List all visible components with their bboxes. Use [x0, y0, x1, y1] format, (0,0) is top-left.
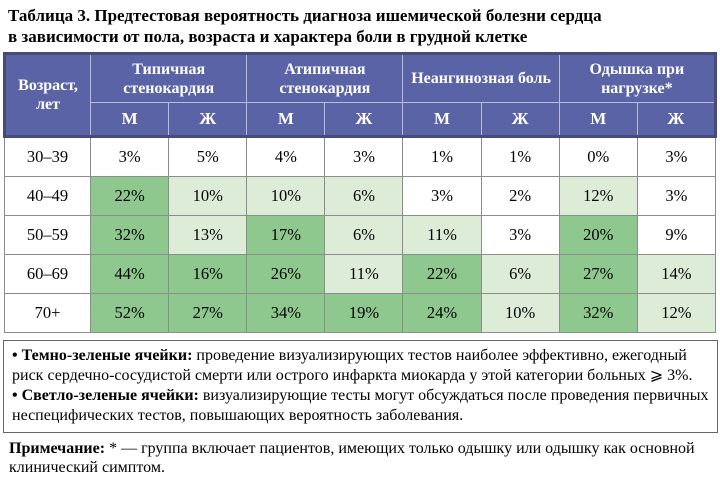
ptp-cell: 22% — [402, 254, 482, 294]
table-row: 70+ 52% 27% 34% 19% 24% 10% 32% 12% — [3, 293, 717, 333]
ptp-cell: 3% — [480, 215, 560, 255]
age-cell: 60–69 — [3, 254, 92, 294]
ptp-cell: 12% — [636, 293, 717, 333]
ptp-cell: 27% — [558, 254, 638, 294]
ptp-cell: 3% — [636, 136, 717, 177]
ptp-cell: 1% — [402, 136, 482, 177]
ptp-cell: 52% — [90, 293, 170, 333]
ptp-cell: 14% — [636, 254, 717, 294]
ptp-cell: 6% — [324, 176, 404, 216]
ptp-cell: 16% — [168, 254, 248, 294]
ptp-cell: 3% — [90, 136, 170, 177]
note-term: Примечание: — [9, 440, 106, 457]
ptp-cell: 17% — [246, 215, 326, 255]
legend-item-light-green: • Светло-зеленые ячейки: визуализирующие… — [12, 386, 709, 426]
ptp-cell: 19% — [324, 293, 404, 333]
table-row: 30–39 3% 5% 4% 3% 1% 1% 0% 3% — [3, 136, 717, 177]
ptp-cell: 1% — [480, 136, 560, 177]
ptp-cell: 10% — [480, 293, 560, 333]
sex-header-f: Ж — [168, 102, 248, 137]
ptp-cell: 44% — [90, 254, 170, 294]
age-cell: 40–49 — [3, 176, 92, 216]
table-row: 40–49 22% 10% 10% 6% 3% 2% 12% 3% — [3, 176, 717, 216]
legend-box: • Темно-зеленые ячейки: проведение визуа… — [3, 340, 718, 433]
col-header-age: Возраст, лет — [3, 53, 92, 137]
group-header-atypical-angina: Атипичная стенокардия — [246, 53, 404, 103]
sex-header-f: Ж — [636, 102, 717, 137]
ptp-cell: 12% — [558, 176, 638, 216]
page-title: Таблица 3. Предтестовая вероятность диаг… — [3, 0, 717, 47]
sex-header-m: М — [402, 102, 482, 137]
title-line-2: в зависимости от пола, возраста и характ… — [8, 27, 528, 46]
age-cell: 70+ — [3, 293, 92, 333]
ptp-cell: 34% — [246, 293, 326, 333]
ptp-cell: 26% — [246, 254, 326, 294]
age-cell: 50–59 — [3, 215, 92, 255]
ptp-cell: 11% — [402, 215, 482, 255]
ptp-cell: 24% — [402, 293, 482, 333]
legend-term: Темно-зеленые ячейки: — [21, 347, 193, 364]
group-header-nonanginal-pain: Неангинозная боль — [402, 53, 560, 103]
table-row: 50–59 32% 13% 17% 6% 11% 3% 20% 9% — [3, 215, 717, 255]
bullet-icon: • — [12, 347, 18, 364]
age-cell: 30–39 — [3, 136, 92, 177]
ptp-cell: 3% — [636, 176, 717, 216]
ptp-cell: 10% — [168, 176, 248, 216]
legend-item-dark-green: • Темно-зеленые ячейки: проведение визуа… — [12, 346, 709, 386]
ptp-cell: 3% — [402, 176, 482, 216]
ptp-cell: 0% — [558, 136, 638, 177]
ptp-cell: 10% — [246, 176, 326, 216]
bullet-icon: • — [12, 387, 18, 404]
legend-term: Светло-зеленые ячейки: — [21, 387, 199, 404]
sex-header-m: М — [90, 102, 170, 137]
sex-header-f: Ж — [480, 102, 560, 137]
ptp-cell: 32% — [558, 293, 638, 333]
ptp-cell: 13% — [168, 215, 248, 255]
note-text: * — группа включает пациентов, имеющих т… — [9, 440, 695, 476]
ptp-cell: 9% — [636, 215, 717, 255]
ptp-cell: 32% — [90, 215, 170, 255]
ptp-cell: 11% — [324, 254, 404, 294]
sex-header-f: Ж — [324, 102, 404, 137]
ptp-cell: 5% — [168, 136, 248, 177]
group-header-dyspnoea: Одышка при нагрузке* — [558, 53, 717, 103]
legend-text: проведение визуализирующих тестов наибол… — [12, 347, 693, 384]
sex-header-m: М — [246, 102, 326, 137]
title-line-1: Таблица 3. Предтестовая вероятность диаг… — [8, 6, 602, 25]
ptp-cell: 2% — [480, 176, 560, 216]
ptp-cell: 22% — [90, 176, 170, 216]
ptp-cell: 27% — [168, 293, 248, 333]
footnote: Примечание: * — группа включает пациенто… — [3, 439, 717, 477]
ptp-cell: 20% — [558, 215, 638, 255]
legend-text: визуализирующие тесты могут обсуждаться … — [12, 387, 709, 424]
ptp-cell: 6% — [324, 215, 404, 255]
sex-header-m: М — [558, 102, 638, 137]
table-row: 60–69 44% 16% 26% 11% 22% 6% 27% 14% — [3, 254, 717, 294]
ptp-cell: 4% — [246, 136, 326, 177]
ptp-table: Возраст, лет Типичная стенокардия Атипич… — [3, 52, 717, 333]
ptp-cell: 3% — [324, 136, 404, 177]
group-header-typical-angina: Типичная стенокардия — [90, 53, 248, 103]
table-header: Возраст, лет Типичная стенокардия Атипич… — [3, 53, 717, 137]
ptp-cell: 6% — [480, 254, 560, 294]
